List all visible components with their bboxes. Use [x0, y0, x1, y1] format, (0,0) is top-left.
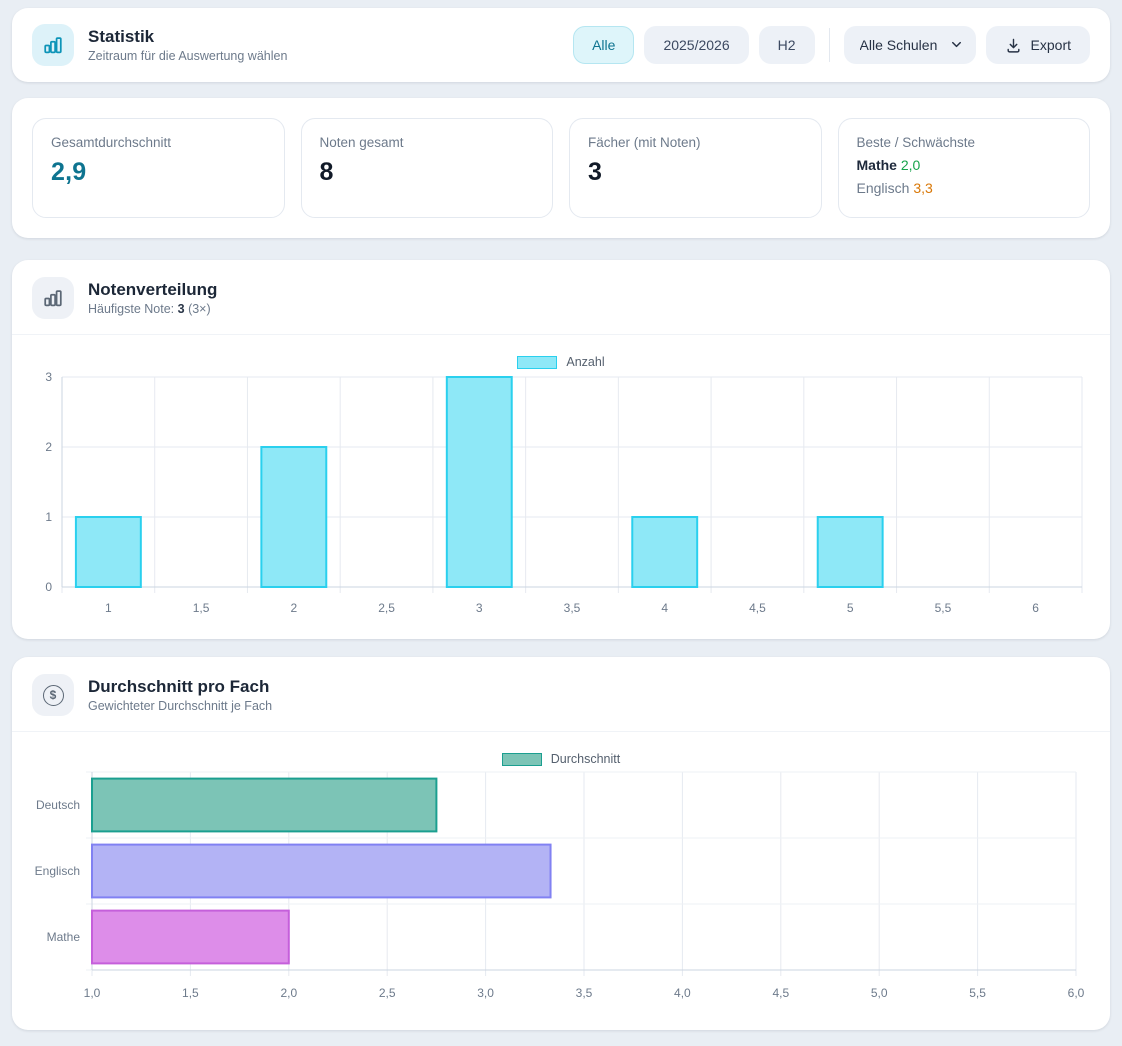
x-tick-label: 1,5	[193, 601, 210, 615]
average-icon: $	[32, 674, 74, 716]
stat-value: 8	[320, 158, 535, 187]
x-tick-label: 3,5	[564, 601, 581, 615]
worst-subject-line: Englisch 3,3	[857, 180, 1072, 196]
header-divider	[829, 28, 830, 62]
y-tick-label: 3	[45, 371, 52, 384]
section-title: Notenverteilung	[88, 280, 217, 300]
bar[interactable]	[76, 517, 141, 587]
y-tick-label: 2	[45, 440, 52, 454]
grade-distribution-card: Notenverteilung Häufigste Note: 3 (3×) A…	[12, 260, 1110, 639]
page-subtitle: Zeitraum für die Auswertung wählen	[88, 49, 287, 63]
bar[interactable]	[632, 517, 697, 587]
best-subject-value: 2,0	[901, 157, 920, 173]
x-tick-label: 5,5	[935, 601, 952, 615]
school-select[interactable]: Alle Schulen	[844, 26, 976, 64]
category-label: Englisch	[35, 864, 80, 878]
x-tick-label: 4,5	[749, 601, 766, 615]
stat-label: Noten gesamt	[320, 135, 535, 150]
export-label: Export	[1031, 37, 1071, 53]
category-label: Deutsch	[36, 798, 80, 812]
bar[interactable]	[92, 911, 289, 964]
x-tick-label: 4	[661, 601, 668, 615]
x-tick-label: 5	[847, 601, 854, 615]
grade-distribution-svg: 0 1 2 3 1 1,5 2 2,5 3 3,5 4 4,5 5 5,5 6	[28, 371, 1094, 623]
school-select-wrap: Alle Schulen	[844, 26, 976, 64]
header-actions: Alle 2025/2026 H2 Alle Schulen Export	[573, 26, 1090, 64]
stat-value: 2,9	[51, 158, 266, 187]
section-subtitle: Gewichteter Durchschnitt je Fach	[88, 699, 272, 713]
legend-label: Anzahl	[566, 355, 604, 369]
subject-average-card: $ Durchschnitt pro Fach Gewichteter Durc…	[12, 657, 1110, 1030]
x-tick-label: 1,0	[84, 986, 101, 1000]
x-tick-label: 4,5	[772, 986, 789, 1000]
x-tick-label: 6,0	[1068, 986, 1085, 1000]
section-title: Durchschnitt pro Fach	[88, 677, 272, 697]
worst-subject-name: Englisch	[857, 180, 910, 196]
worst-subject-value: 3,3	[913, 180, 932, 196]
category-label: Mathe	[47, 930, 81, 944]
x-tick-label: 2	[290, 601, 297, 615]
stat-card-noten-gesamt: Noten gesamt 8	[301, 118, 554, 218]
x-tick-label: 6	[1032, 601, 1039, 615]
dashboard: Statistik Zeitraum für die Auswertung wä…	[0, 0, 1122, 1030]
bar[interactable]	[261, 447, 326, 587]
stat-label: Gesamtdurchschnitt	[51, 135, 266, 150]
stats-row: Gesamtdurchschnitt 2,9 Noten gesamt 8 Fä…	[12, 98, 1110, 238]
header-card: Statistik Zeitraum für die Auswertung wä…	[12, 8, 1110, 82]
grade-distribution-chart: Anzahl 0 1 2 3 1 1,5 2 2,5 3 3,5 4 4,5 5 5,5 6	[12, 335, 1110, 639]
y-tick-label: 0	[45, 580, 52, 594]
page: { "header": { "title": "Statistik", "sub…	[0, 0, 1122, 1046]
bar-chart-icon	[42, 34, 64, 56]
bar[interactable]	[818, 517, 883, 587]
dollar-circle-icon: $	[43, 685, 64, 706]
x-tick-label: 3	[476, 601, 483, 615]
x-tick-label: 5,5	[969, 986, 986, 1000]
x-tick-label: 2,0	[280, 986, 297, 1000]
stat-card-gesamtdurchschnitt: Gesamtdurchschnitt 2,9	[32, 118, 285, 218]
export-button[interactable]: Export	[986, 26, 1090, 64]
stat-label: Fächer (mit Noten)	[588, 135, 803, 150]
filter-button-schoolyear[interactable]: 2025/2026	[644, 26, 748, 64]
x-tick-label: 1	[105, 601, 112, 615]
header-text: Statistik Zeitraum für die Auswertung wä…	[88, 27, 287, 64]
best-subject-name: Mathe	[857, 157, 897, 173]
stat-value: 3	[588, 158, 803, 187]
bar[interactable]	[92, 845, 551, 898]
x-tick-label: 2,5	[378, 601, 395, 615]
legend-swatch	[502, 753, 542, 766]
legend-swatch	[517, 356, 557, 369]
best-subject-line: Mathe 2,0	[857, 157, 1072, 173]
page-title: Statistik	[88, 27, 287, 47]
filter-button-h2[interactable]: H2	[759, 26, 815, 64]
statistik-icon	[32, 24, 74, 66]
x-tick-label: 3,0	[477, 986, 494, 1000]
subject-average-header: $ Durchschnitt pro Fach Gewichteter Durc…	[12, 657, 1110, 732]
grade-distribution-header: Notenverteilung Häufigste Note: 3 (3×)	[12, 260, 1110, 335]
x-tick-label: 2,5	[379, 986, 396, 1000]
legend-label: Durchschnitt	[551, 752, 620, 766]
stat-card-faecher: Fächer (mit Noten) 3	[569, 118, 822, 218]
bar[interactable]	[447, 377, 512, 587]
stat-label: Beste / Schwächste	[857, 135, 1072, 150]
filter-button-alle[interactable]: Alle	[573, 26, 634, 64]
x-tick-label: 4,0	[674, 986, 691, 1000]
x-tick-label: 3,5	[576, 986, 593, 1000]
header-left: Statistik Zeitraum für die Auswertung wä…	[32, 24, 287, 66]
y-tick-label: 1	[45, 510, 52, 524]
x-tick-label: 1,5	[182, 986, 199, 1000]
bar[interactable]	[92, 779, 436, 832]
stat-card-beste-schwaechste: Beste / Schwächste Mathe 2,0 Englisch 3,…	[838, 118, 1091, 218]
legend-anzahl[interactable]: Anzahl	[28, 355, 1094, 369]
grade-distribution-titles: Notenverteilung Häufigste Note: 3 (3×)	[88, 280, 217, 317]
subject-average-chart: Durchschnitt 1,0 1,5 2,0 2,5 3,0 3,5 4,0 4,5 5,0…	[12, 732, 1110, 1030]
distribution-chart-icon	[32, 277, 74, 319]
x-tick-label: 5,0	[871, 986, 888, 1000]
download-icon	[1005, 37, 1022, 54]
legend-durchschnitt[interactable]: Durchschnitt	[28, 752, 1094, 766]
section-subtitle: Häufigste Note: 3 (3×)	[88, 302, 217, 316]
subject-average-svg: 1,0 1,5 2,0 2,5 3,0 3,5 4,0 4,5 5,0 5,5 6,0 Deutsch…	[28, 768, 1094, 1014]
subject-average-titles: Durchschnitt pro Fach Gewichteter Durchs…	[88, 677, 272, 714]
